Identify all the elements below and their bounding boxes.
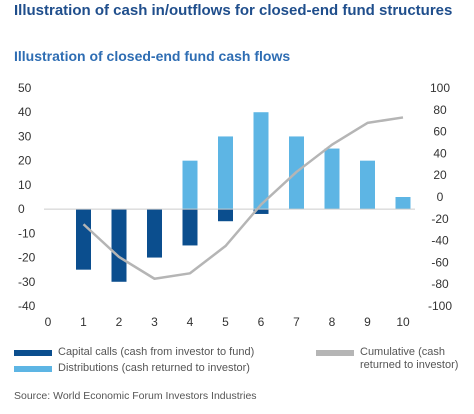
cumulative-legend-label: Cumulative (cash returned to investor)	[360, 346, 459, 371]
distributions-bars	[182, 112, 411, 210]
left-axis: 50 40 30 20 10 0 -10 -20 -30 -40	[18, 81, 36, 313]
right-tick-label: 20	[433, 168, 447, 182]
x-tick-label: 1	[80, 315, 87, 329]
x-tick-label: 8	[329, 315, 336, 329]
capital-calls-bars	[76, 209, 269, 282]
right-tick-label: -40	[431, 234, 449, 248]
right-tick-label: -20	[431, 212, 449, 226]
right-tick-label: -100	[428, 299, 452, 313]
distribution-bar-5	[218, 136, 233, 210]
cumulative-series	[82, 116, 404, 280]
left-tick-label: 20	[18, 154, 32, 168]
capital-call-bar-3	[147, 209, 162, 258]
right-tick-label: -60	[431, 255, 449, 269]
left-tick-label: -10	[18, 226, 36, 240]
right-tick-label: 40	[433, 146, 447, 160]
distribution-bar-4	[182, 160, 198, 210]
capital-calls-legend-label: Capital calls (cash from investor to fun…	[58, 346, 255, 358]
capital-call-bar-1	[76, 209, 91, 270]
x-tick-label: 3	[151, 315, 158, 329]
distribution-bar-8	[324, 148, 340, 210]
cumulative-legend-swatch	[316, 350, 354, 356]
left-tick-label: 50	[18, 81, 32, 95]
distributions-legend-swatch	[14, 366, 52, 372]
capital-calls-legend-swatch	[14, 350, 52, 356]
capital-call-bar-6	[253, 209, 269, 214]
x-tick-label: 7	[293, 315, 300, 329]
x-tick-label: 4	[187, 315, 194, 329]
capital-call-bar-2	[111, 209, 127, 282]
x-axis: 0 1 2 3 4 5 6 7 8 9 10	[45, 315, 410, 329]
x-tick-label: 0	[45, 315, 52, 329]
distribution-bar-6	[253, 112, 269, 210]
left-tick-label: 0	[18, 202, 25, 216]
x-tick-label: 9	[364, 315, 371, 329]
x-tick-label: 6	[258, 315, 265, 329]
chart-subtitle: Illustration of closed-end fund cash flo…	[14, 48, 291, 64]
left-tick-label: 10	[18, 178, 32, 192]
x-tick-label: 2	[116, 315, 123, 329]
left-tick-label: -20	[18, 251, 36, 265]
cumulative-line	[82, 116, 404, 280]
right-tick-label: 80	[433, 103, 447, 117]
distribution-bar-10	[395, 197, 411, 210]
source-note: Source: World Economic Forum Investors I…	[14, 390, 257, 402]
right-tick-label: -80	[431, 277, 449, 291]
left-tick-label: 30	[18, 129, 32, 143]
x-tick-label: 5	[222, 315, 229, 329]
distributions-legend-label: Distributions (cash returned to investor…	[58, 362, 250, 374]
left-tick-label: 40	[18, 105, 32, 119]
right-tick-label: 60	[433, 125, 447, 139]
right-axis: 100 80 60 40 20 0 -20 -40 -60 -80 -100	[428, 81, 452, 313]
distribution-bar-9	[360, 160, 375, 210]
x-tick-label: 10	[396, 315, 410, 329]
capital-call-bar-4	[182, 209, 198, 246]
left-tick-label: -40	[18, 299, 36, 313]
left-tick-label: -30	[18, 275, 36, 289]
chart-title: Illustration of cash in/outflows for clo…	[14, 2, 453, 19]
right-tick-label: 0	[437, 190, 444, 204]
right-tick-label: 100	[430, 81, 450, 95]
capital-call-bar-5	[218, 209, 233, 222]
